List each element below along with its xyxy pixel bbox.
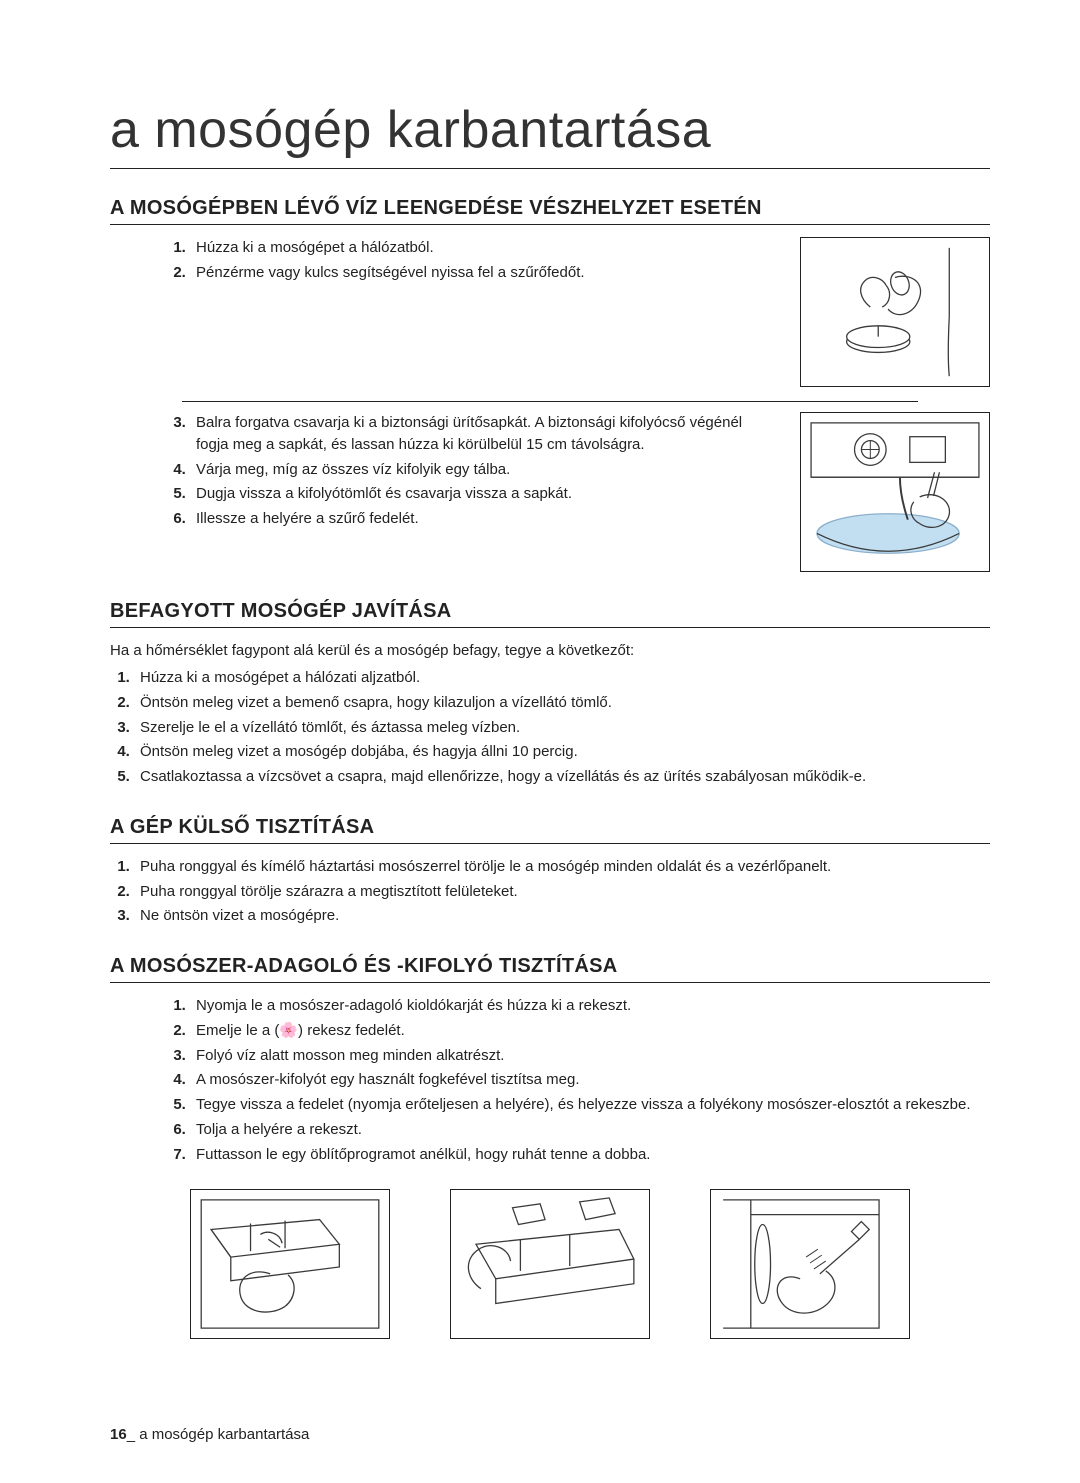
step-item: Tolja a helyére a rekeszt. — [190, 1119, 990, 1141]
page-title: a mosógép karbantartása — [110, 100, 990, 160]
step-row-2: Balra forgatva csavarja ki a biztonsági … — [110, 412, 990, 572]
step-item: Öntsön meleg vizet a mosógép dobjába, és… — [134, 741, 990, 763]
section-heading-dispenser: A MOSÓSZER-ADAGOLÓ ÉS -KIFOLYÓ TISZTÍTÁS… — [110, 955, 990, 978]
illustration-clean-recess — [710, 1189, 910, 1339]
section-rule — [110, 627, 990, 628]
step-list-s1a: Húzza ki a mosógépet a hálózatból. Pénzé… — [110, 237, 776, 284]
illustration-remove-drawer — [190, 1189, 390, 1339]
step-list-s3: Puha ronggyal és kímélő háztartási mosós… — [110, 856, 990, 927]
brush-clean-icon — [711, 1190, 909, 1338]
step-item: Tegye vissza a fedelet (nyomja erőteljes… — [190, 1094, 990, 1116]
step-item: Húzza ki a mosógépet a hálózatból. — [190, 237, 776, 259]
step-list-s1b: Balra forgatva csavarja ki a biztonsági … — [110, 412, 776, 530]
step-item: Ne öntsön vizet a mosógépre. — [134, 905, 990, 927]
section-rule — [110, 982, 990, 983]
section-heading-exterior: A GÉP KÜLSŐ TISZTÍTÁSA — [110, 816, 990, 839]
step-item: Csatlakoztassa a vízcsövet a csapra, maj… — [134, 766, 990, 788]
footer-text: a mosógép karbantartása — [139, 1426, 309, 1443]
illustration-drain-water — [800, 412, 990, 572]
illustration-rinse-parts — [450, 1189, 650, 1339]
drawer-remove-icon — [191, 1190, 389, 1338]
step-item: Balra forgatva csavarja ki a biztonsági … — [190, 412, 776, 456]
step-list-s4: Nyomja le a mosószer-adagoló kioldókarjá… — [110, 995, 990, 1165]
step-item: Puha ronggyal és kímélő háztartási mosós… — [134, 856, 990, 878]
step-item: Húzza ki a mosógépet a hálózati aljzatbó… — [134, 667, 990, 689]
illustration-row — [110, 1189, 990, 1339]
rinse-parts-icon — [451, 1190, 649, 1338]
title-rule — [110, 168, 990, 169]
section-heading-frozen: BEFAGYOTT MOSÓGÉP JAVÍTÁSA — [110, 600, 990, 623]
section-rule — [110, 224, 990, 225]
section-heading-drain: A MOSÓGÉPBEN LÉVŐ VÍZ LEENGEDÉSE VÉSZHEL… — [110, 197, 990, 220]
coin-open-icon — [801, 238, 989, 386]
section-rule — [110, 843, 990, 844]
page-number: 16 — [110, 1426, 127, 1443]
step-item: A mosószer-kifolyót egy használt fogkefé… — [190, 1069, 990, 1091]
step-item: Nyomja le a mosószer-adagoló kioldókarjá… — [190, 995, 990, 1017]
step-item: Emelje le a (🌸) rekesz fedelét. — [190, 1020, 990, 1042]
step-text: Húzza ki a mosógépet a hálózatból. Pénzé… — [110, 237, 776, 287]
step-item: Illessze a helyére a szűrő fedelét. — [190, 508, 776, 530]
step-item: Folyó víz alatt mosson meg minden alkatr… — [190, 1045, 990, 1067]
step-item: Dugja vissza a kifolyótömlőt és csavarja… — [190, 483, 776, 505]
step-item: Öntsön meleg vizet a bemenő csapra, hogy… — [134, 692, 990, 714]
step-item: Futtasson le egy öblítőprogramot anélkül… — [190, 1144, 990, 1166]
page-footer: 16_ a mosógép karbantartása — [110, 1426, 309, 1443]
illustration-open-filter-cover — [800, 237, 990, 387]
step-item: Szerelje le el a vízellátó tömlőt, és áz… — [134, 717, 990, 739]
section-intro: Ha a hőmérséklet fagypont alá kerül és a… — [110, 640, 990, 661]
divider — [182, 401, 918, 402]
drain-bowl-icon — [801, 413, 989, 571]
manual-page: a mosógép karbantartása A MOSÓGÉPBEN LÉV… — [0, 0, 1080, 1483]
step-text: Balra forgatva csavarja ki a biztonsági … — [110, 412, 776, 533]
step-row-1: Húzza ki a mosógépet a hálózatból. Pénzé… — [110, 237, 990, 387]
footer-sep: _ — [127, 1426, 140, 1443]
step-item: Pénzérme vagy kulcs segítségével nyissa … — [190, 262, 776, 284]
step-item: Puha ronggyal törölje szárazra a megtisz… — [134, 881, 990, 903]
step-item: Várja meg, míg az összes víz kifolyik eg… — [190, 459, 776, 481]
step-list-s2: Húzza ki a mosógépet a hálózati aljzatbó… — [110, 667, 990, 788]
